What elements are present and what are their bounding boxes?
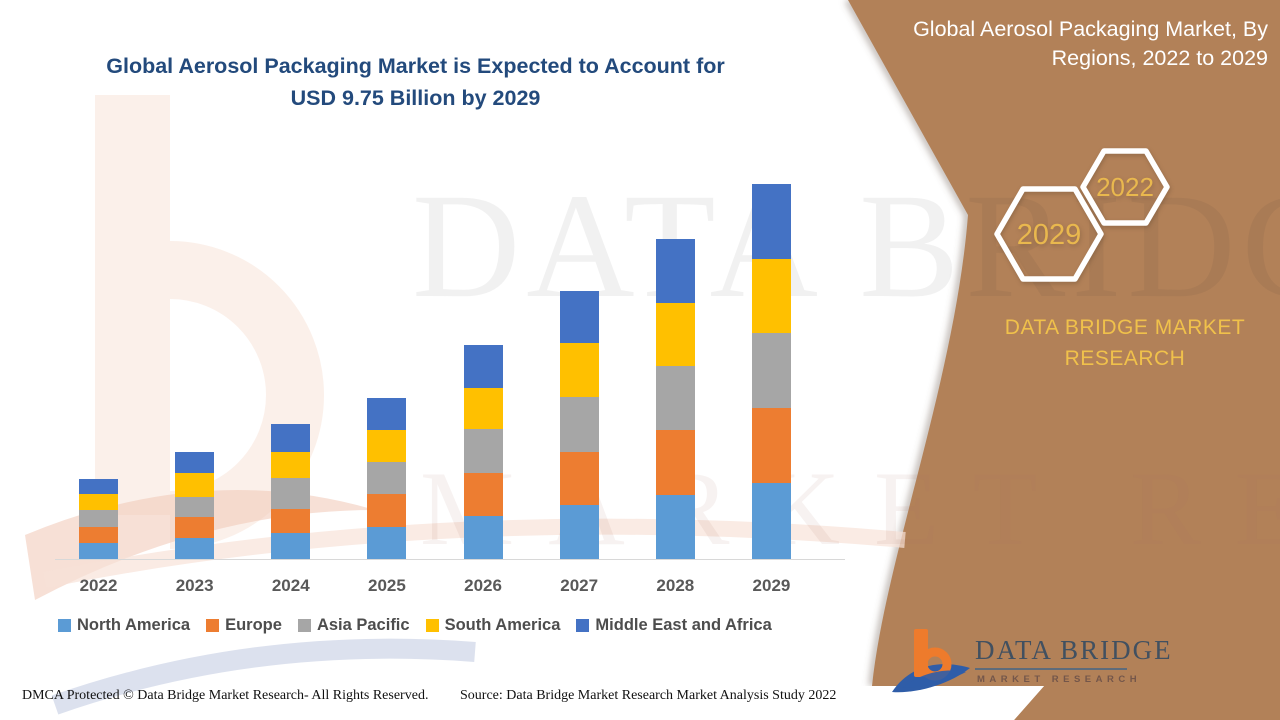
hexagon-2029-label: 2029 (1017, 219, 1082, 251)
data-bridge-logo-icon (892, 629, 970, 693)
bar-segment-south-america (367, 430, 407, 463)
legend-swatch-europe (206, 619, 220, 632)
legend-label-north-america: North America (77, 616, 191, 634)
bar-segment-south-america (463, 387, 503, 430)
side-panel-background (848, 0, 1280, 720)
bar-segment-asia-pacific (655, 366, 695, 431)
legend-label-europe: Europe (225, 616, 282, 634)
bar-segment-south-america (655, 302, 695, 367)
panel-heading-line1: Global Aerosol Packaging Market, By (913, 17, 1268, 41)
bar-segment-asia-pacific (559, 397, 599, 453)
hexagon-2022 (1080, 148, 1170, 226)
logo-swoosh-inner (902, 670, 966, 688)
logo-subtext: MARKET RESEARCH (977, 674, 1142, 685)
bar-segment-south-america (559, 343, 599, 398)
bar-segment-asia-pacific (751, 332, 791, 408)
brand-text-line2: RESEARCH (1064, 347, 1186, 370)
bar-segment-europe (559, 452, 599, 506)
logo-divider (975, 668, 1127, 670)
panel-heading: Global Aerosol Packaging Market, By Regi… (826, 15, 1268, 73)
bar-segment-asia-pacific (367, 462, 407, 495)
bar-segment-middle-east-and-africa (751, 184, 791, 260)
legend-swatch-middle-east-and-africa (576, 619, 590, 632)
legend-swatch-south-america (425, 619, 439, 632)
legend-item-south-america: South America (425, 616, 561, 635)
legend-label-asia-pacific: Asia Pacific (316, 616, 410, 634)
chart-title-line2: USD 9.75 Billion by 2029 (290, 86, 541, 110)
legend-swatch-north-america (58, 619, 71, 632)
legend-item-north-america: North America (58, 616, 190, 635)
bar-segment-europe (751, 407, 791, 483)
hexagon-2029 (994, 186, 1104, 282)
legend-item-asia-pacific: Asia Pacific (297, 616, 410, 635)
legend-label-south-america: South America (444, 616, 561, 634)
legend-swatch-asia-pacific (297, 619, 311, 632)
hexagon-2022-label: 2022 (1096, 172, 1154, 202)
bar-segment-europe (655, 430, 695, 496)
bar-segment-middle-east-and-africa (367, 398, 407, 431)
legend-item-middle-east-and-africa: Middle East and Africa (576, 616, 772, 635)
bar-segment-middle-east-and-africa (559, 291, 599, 344)
legend-label-middle-east-and-africa: Middle East and Africa (595, 616, 772, 634)
bar-segment-asia-pacific (463, 429, 503, 473)
footer-source-text: Source: Data Bridge Market Research Mark… (460, 688, 837, 703)
bar-segment-middle-east-and-africa (463, 344, 503, 388)
year-hexagons: 2022 2029 (994, 148, 1170, 282)
bar-segment-south-america (751, 259, 791, 333)
chart-title-line1: Global Aerosol Packaging Market is Expec… (106, 54, 725, 78)
brand-text-line1: DATA BRIDGE MARKET (1004, 316, 1246, 339)
chart-title: Global Aerosol Packaging Market is Expec… (88, 50, 743, 114)
brand-text: DATA BRIDGE MARKET RESEARCH (953, 312, 1280, 374)
bar-segment-middle-east-and-africa (655, 238, 695, 303)
legend: North America Europe Asia Pacific South Ame… (58, 616, 772, 635)
logo-wordmark: DATA BRIDGE (975, 635, 1173, 665)
panel-heading-line2: Regions, 2022 to 2029 (1051, 46, 1268, 70)
footer-strip (820, 686, 1044, 720)
bar-segment-europe (463, 472, 503, 516)
legend-item-europe: Europe (206, 616, 282, 635)
footer-dmca-text: DMCA Protected © Data Bridge Market Rese… (22, 688, 429, 703)
